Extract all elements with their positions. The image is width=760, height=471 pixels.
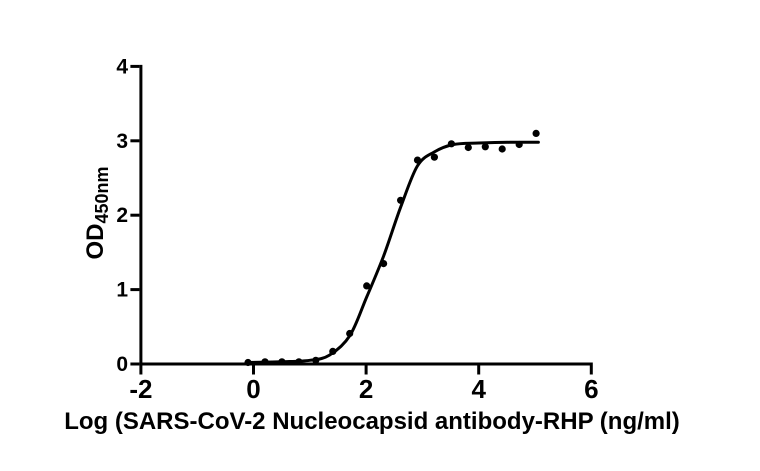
data-point	[312, 356, 320, 364]
data-point	[244, 358, 252, 367]
y-tick-label: 3	[116, 130, 128, 153]
y-tick-label: 0	[116, 353, 128, 376]
data-point	[413, 156, 422, 164]
x-tick-label: 0	[246, 374, 260, 404]
x-tick-label: -2	[129, 374, 152, 404]
data-point	[329, 347, 337, 355]
fit-curve	[246, 140, 540, 364]
y-tick-label: 1	[116, 279, 128, 302]
data-point	[397, 196, 405, 204]
data-point	[430, 153, 438, 161]
x-tick-label: 4	[471, 374, 486, 404]
data-point	[295, 358, 303, 366]
y-axis-title: OD450nm	[82, 166, 112, 259]
y-tick-label: 2	[116, 204, 128, 227]
x-axis-title: Log (SARS-CoV-2 Nucleocapsid antibody-RH…	[64, 408, 680, 435]
data-point	[346, 329, 354, 338]
data-point	[278, 358, 286, 366]
data-point	[498, 145, 506, 153]
data-point	[515, 140, 523, 149]
data-point	[363, 282, 371, 290]
data-point	[464, 143, 472, 152]
data-point	[380, 260, 388, 268]
data-point	[481, 143, 489, 151]
x-tick-label: 2	[359, 374, 373, 404]
y-tick-label: 4	[116, 55, 128, 78]
data-point	[532, 129, 540, 137]
data-point	[447, 140, 455, 148]
data-point	[261, 358, 269, 366]
x-tick-label: 6	[584, 374, 598, 404]
